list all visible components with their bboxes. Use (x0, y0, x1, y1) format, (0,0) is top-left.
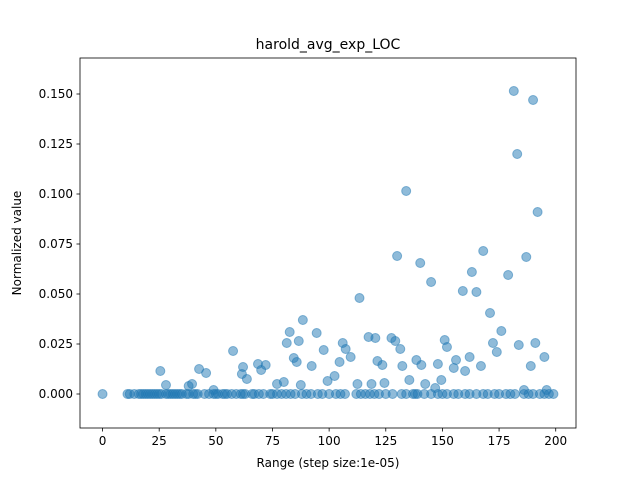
y-tick-label: 0.075 (39, 237, 73, 251)
x-axis-label: Range (step size:1e-05) (257, 456, 400, 470)
point (416, 360, 427, 370)
point (306, 361, 317, 371)
x-tick-label: 150 (431, 434, 454, 448)
point (487, 338, 498, 348)
point (297, 315, 308, 325)
point (436, 375, 447, 385)
x-tick-label: 100 (318, 434, 341, 448)
x-tick-label: 0 (99, 434, 107, 448)
point (97, 389, 108, 399)
point (539, 352, 550, 362)
point (208, 385, 219, 395)
point (512, 149, 523, 159)
point (291, 357, 302, 367)
y-tick-label: 0.050 (39, 287, 73, 301)
point (420, 379, 431, 389)
point (370, 333, 381, 343)
point (387, 389, 398, 399)
point (366, 379, 377, 389)
x-tick-label: 25 (152, 434, 167, 448)
point (525, 361, 536, 371)
point (201, 368, 212, 378)
point (430, 383, 441, 393)
x-tick-label: 50 (208, 434, 223, 448)
point (457, 286, 468, 296)
point (329, 371, 340, 381)
chart-title: harold_avg_exp_LOC (256, 37, 401, 53)
point (397, 361, 408, 371)
x-tick-label: 75 (265, 434, 280, 448)
x-tick-label: 175 (488, 434, 511, 448)
point (392, 251, 403, 261)
point (485, 308, 496, 318)
point (334, 357, 345, 367)
point (475, 361, 486, 371)
y-tick-label: 0.100 (39, 187, 73, 201)
point (322, 376, 333, 386)
point (508, 86, 519, 96)
point (541, 385, 552, 395)
point (415, 258, 426, 268)
point (496, 326, 507, 336)
point (160, 380, 171, 390)
point (426, 277, 437, 287)
point (318, 345, 329, 355)
point (404, 375, 415, 385)
point (377, 360, 388, 370)
point (518, 385, 529, 395)
point (395, 344, 406, 354)
y-tick-label: 0.125 (39, 137, 73, 151)
point (295, 380, 306, 390)
point (379, 378, 390, 388)
point (441, 342, 452, 352)
point (471, 287, 482, 297)
point (466, 267, 477, 277)
point (340, 344, 351, 354)
point (532, 207, 543, 217)
point (491, 347, 502, 357)
point (339, 389, 350, 399)
point (530, 338, 541, 348)
point (354, 293, 365, 303)
point (460, 366, 471, 376)
point (352, 379, 363, 389)
point (281, 338, 292, 348)
point (228, 346, 239, 356)
point (187, 379, 198, 389)
point (260, 360, 271, 370)
point (432, 359, 443, 369)
point (513, 340, 524, 350)
y-tick-label: 0.000 (39, 387, 73, 401)
y-tick-label: 0.025 (39, 337, 73, 351)
plot-frame (79, 57, 577, 429)
point (293, 336, 304, 346)
point (451, 355, 462, 365)
point (401, 186, 412, 196)
y-axis-label: Normalized value (10, 191, 24, 296)
point (278, 377, 289, 387)
point (390, 336, 401, 346)
point (284, 327, 295, 337)
x-tick-label: 125 (374, 434, 397, 448)
point (521, 252, 532, 262)
x-tick-label: 200 (544, 434, 567, 448)
point (503, 270, 514, 280)
y-tick-label: 0.150 (39, 87, 73, 101)
point (155, 366, 166, 376)
point (241, 374, 252, 384)
point (311, 328, 322, 338)
point (345, 352, 356, 362)
point (478, 246, 489, 256)
point (528, 95, 539, 105)
point (509, 389, 520, 399)
point (464, 352, 475, 362)
